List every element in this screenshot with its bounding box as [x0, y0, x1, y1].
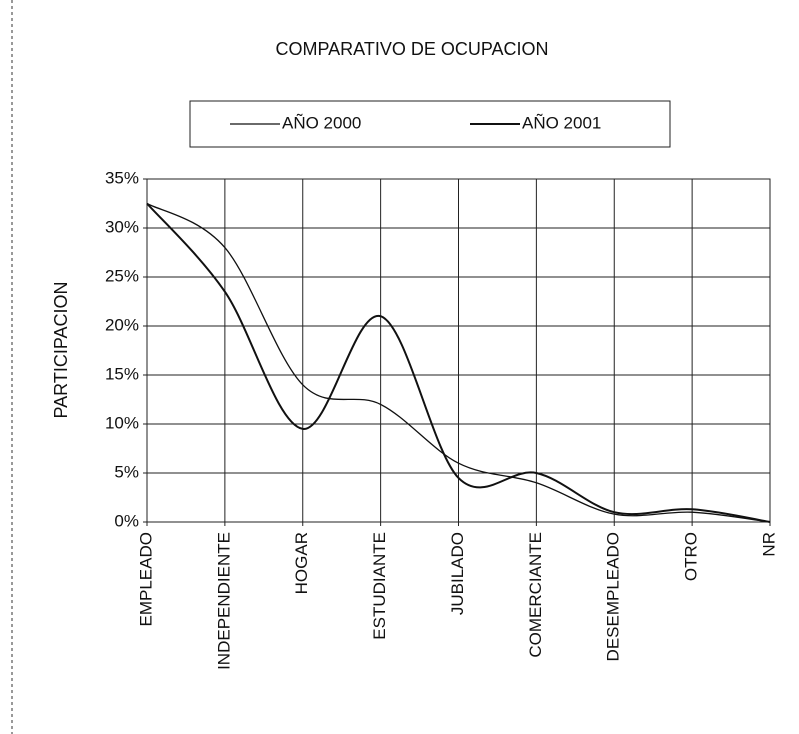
legend	[189, 100, 671, 148]
legend-label: AÑO 2001	[522, 113, 601, 132]
y-tick-label: 15%	[105, 364, 139, 383]
x-tick-label: INDEPENDIENTE	[214, 532, 233, 670]
legend-label: AÑO 2000	[282, 113, 361, 132]
y-tick-label: 0%	[114, 511, 139, 530]
series-line	[146, 202, 771, 523]
x-tick-label: OTRO	[682, 532, 701, 581]
x-tick-label: ESTUDIANTE	[370, 532, 389, 640]
y-tick-label: 5%	[114, 462, 139, 481]
x-tick-label: NR	[759, 532, 778, 557]
x-tick-label: EMPLEADO	[136, 532, 155, 626]
y-axis-label: PARTICIPACION	[51, 281, 71, 418]
y-tick-label: 10%	[105, 413, 139, 432]
y-tick-label: 20%	[105, 315, 139, 334]
x-tick-label: COMERCIANTE	[526, 532, 545, 658]
chart-title: COMPARATIVO DE OCUPACION	[275, 39, 548, 59]
y-tick-label: 30%	[105, 217, 139, 236]
x-tick-label: HOGAR	[292, 532, 311, 594]
y-tick-label: 25%	[105, 266, 139, 285]
x-tick-label: DESEMPLEADO	[604, 532, 623, 661]
y-tick-label: 35%	[105, 168, 139, 187]
series-line	[146, 202, 771, 523]
x-tick-label: JUBILADO	[448, 532, 467, 615]
